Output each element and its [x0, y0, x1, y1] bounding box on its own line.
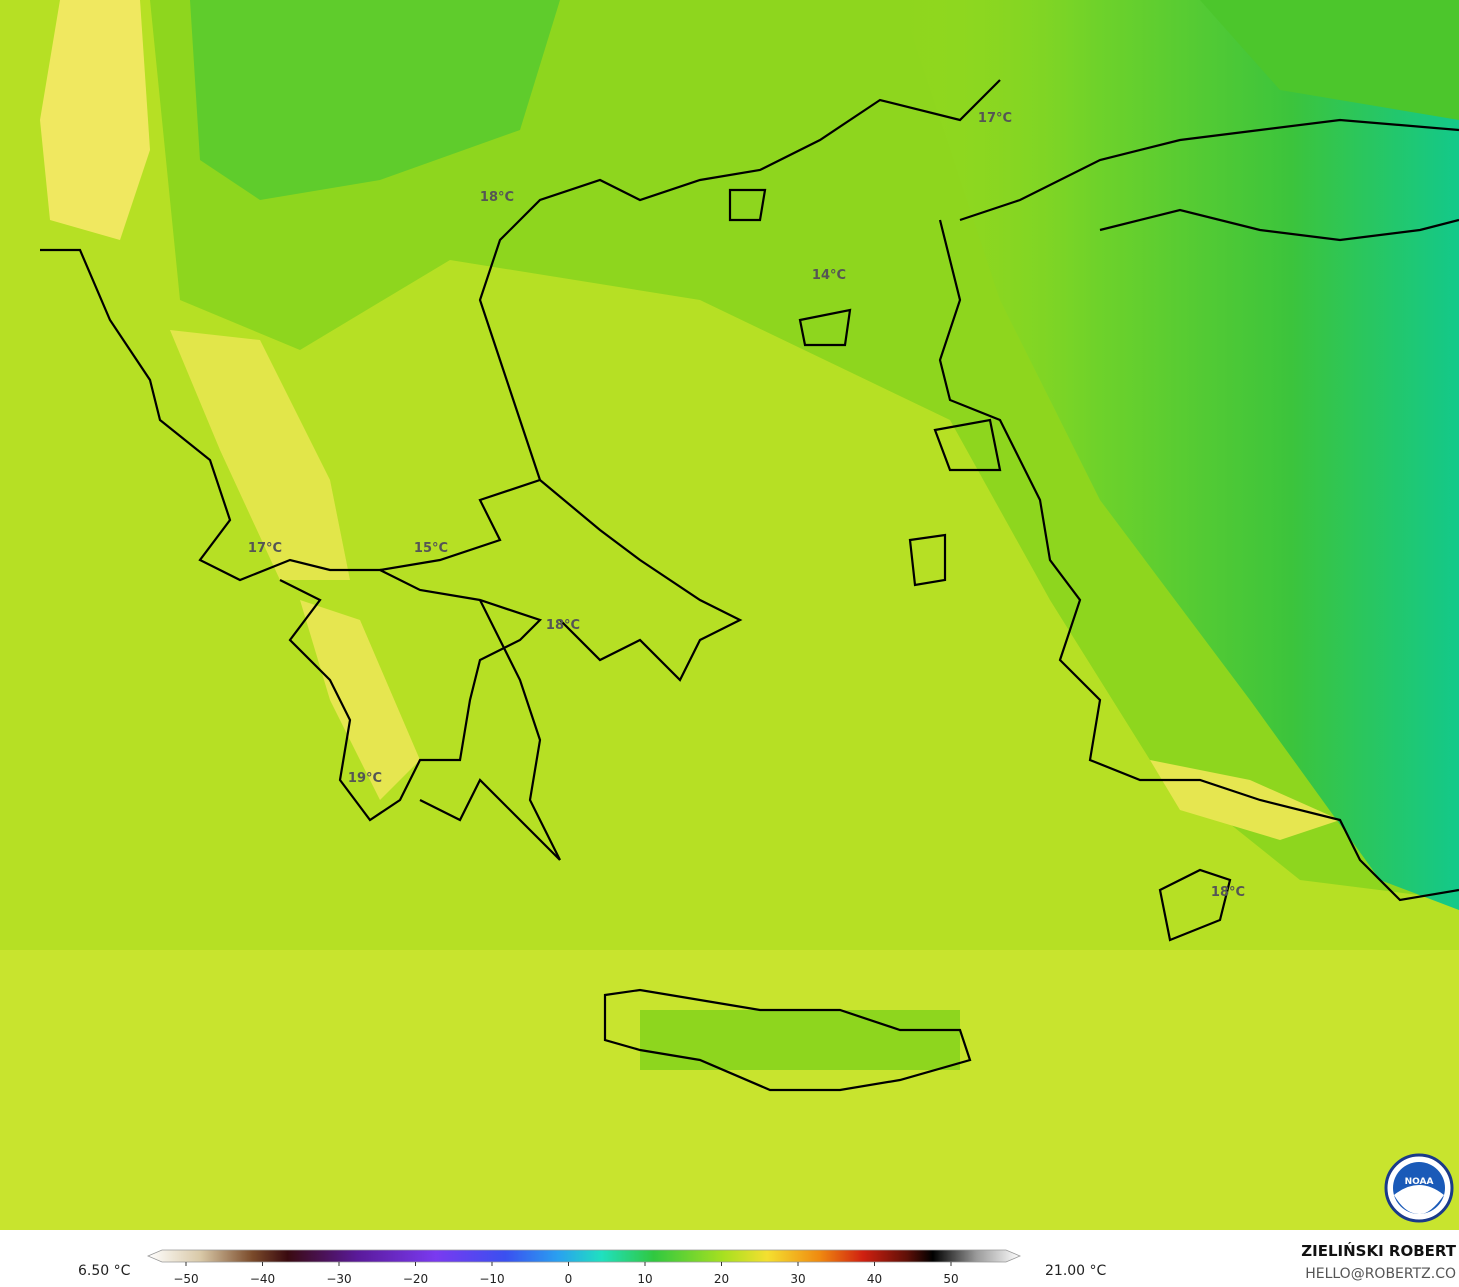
colorbar-tick-label: −20: [403, 1272, 428, 1286]
colorbar-max: 21.00 °C: [1045, 1263, 1107, 1279]
temperature-label: 17°C: [978, 111, 1012, 126]
contact: HELLO@ROBERTZ.CO: [1305, 1266, 1456, 1282]
author: ZIELIŃSKI ROBERT: [1301, 1241, 1456, 1260]
temperature-label: 18°C: [546, 618, 580, 633]
temperature-label: 14°C: [812, 268, 846, 283]
colorbar-min: 6.50 °C: [78, 1263, 131, 1279]
colorbar-tick-label: 30: [790, 1272, 805, 1286]
logo-text: NOAA: [1405, 1177, 1434, 1187]
temperature-labels: 17°C 18°C 14°C 17°C 15°C 18°C 19°C 18°C: [248, 111, 1245, 900]
colorbar-tick-label: 40: [867, 1272, 882, 1286]
footer: 6.50 °C 21.00 °C −50 −40 −30 −20 −10 0 10 20 30 4…: [0, 1230, 1459, 1287]
temperature-label: 19°C: [348, 771, 382, 786]
colorbar-tick-label: 50: [943, 1272, 958, 1286]
noaa-logo: NOAA: [1384, 1153, 1454, 1223]
colorbar-tick-label: 20: [714, 1272, 729, 1286]
temperature-label: 18°C: [480, 190, 514, 205]
colorbar-tick-label: −40: [250, 1272, 275, 1286]
colorbar-ticks: −50 −40 −30 −20 −10 0 10 20 30 40 50: [173, 1262, 959, 1286]
coastlines: [40, 79, 1459, 1092]
temperature-label: 17°C: [248, 541, 282, 556]
colorbar-tick-label: −10: [479, 1272, 504, 1286]
colorbar-tick-label: −50: [173, 1272, 198, 1286]
colorbar-tick-label: 0: [565, 1272, 573, 1286]
colorbar-tick-label: 10: [637, 1272, 652, 1286]
temperature-label: 15°C: [414, 541, 448, 556]
temperature-label: 18°C: [1211, 885, 1245, 900]
colorbar: [146, 1249, 1022, 1263]
colorbar-tick-label: −30: [326, 1272, 351, 1286]
